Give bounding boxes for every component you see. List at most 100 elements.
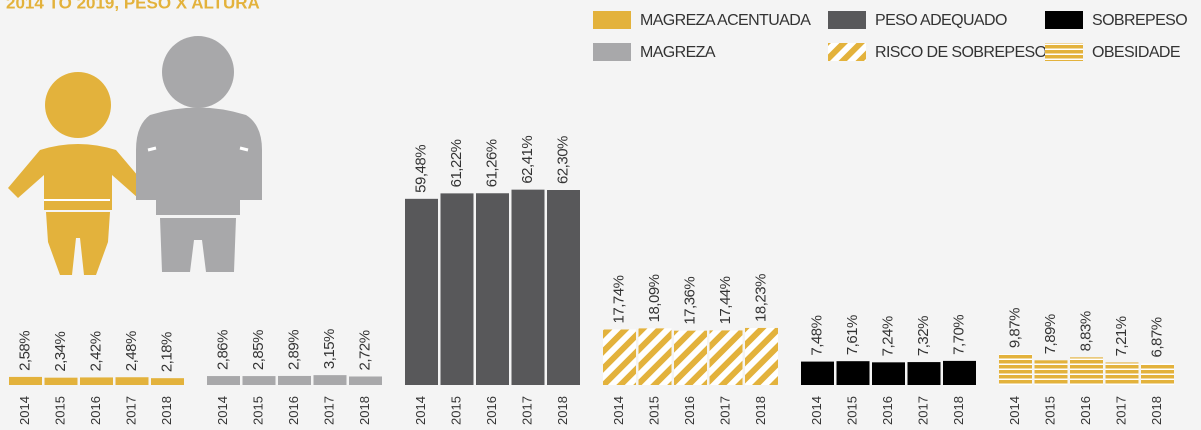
x-tick-label: 2015 (250, 396, 265, 425)
legend-label: OBESIDADE (1092, 44, 1180, 61)
value-label: 2,18% (158, 332, 175, 372)
value-label: 8,83% (1077, 311, 1094, 351)
bar (441, 193, 474, 385)
value-label: 7,70% (950, 315, 967, 355)
x-tick-label: 2016 (286, 396, 301, 425)
bar (1141, 363, 1174, 385)
value-label: 2,48% (123, 331, 140, 371)
x-tick-label: 2015 (448, 396, 463, 425)
legend-label: MAGREZA ACENTUADA (640, 12, 811, 29)
bar (908, 362, 941, 385)
x-tick-label: 2015 (1042, 396, 1057, 425)
legend-swatch (593, 11, 631, 29)
bar (116, 377, 149, 385)
x-tick-label: 2018 (159, 396, 174, 425)
x-tick-label: 2014 (611, 396, 626, 425)
legend-label: SOBREPESO (1092, 12, 1187, 29)
bar (9, 377, 42, 385)
x-tick-label: 2016 (682, 396, 697, 425)
x-tick-label: 2015 (844, 396, 859, 425)
bar (943, 361, 976, 385)
value-label: 59,48% (412, 145, 429, 193)
value-label: 61,22% (448, 139, 465, 187)
legend-swatch (1045, 43, 1083, 61)
bar (872, 362, 905, 385)
x-tick-label: 2014 (809, 396, 824, 425)
legend-swatch (593, 43, 631, 61)
bar (674, 331, 707, 385)
x-tick-label: 2015 (646, 396, 661, 425)
x-tick-label: 2014 (1007, 396, 1022, 425)
value-label: 18,23% (752, 274, 769, 322)
x-tick-label: 2018 (753, 396, 768, 425)
bar (278, 376, 311, 385)
bar (207, 376, 240, 385)
legend-label: MAGREZA (640, 44, 716, 61)
value-label: 2,85% (250, 330, 267, 370)
bar (151, 378, 184, 385)
child-icon (8, 72, 150, 275)
x-tick-label: 2017 (1113, 396, 1128, 425)
chart: 2014 TO 2019, PESO X ALTURA MAGREZA ACEN… (0, 0, 1201, 430)
legend-swatch (1045, 11, 1083, 29)
value-label: 7,32% (915, 316, 932, 356)
value-label: 7,21% (1113, 316, 1130, 356)
value-label: 62,30% (554, 136, 571, 184)
bar (405, 199, 438, 385)
chart-title: 2014 TO 2019, PESO X ALTURA (6, 0, 260, 12)
value-label: 3,15% (321, 329, 338, 369)
value-label: 2,58% (16, 331, 33, 371)
legend-swatch (828, 11, 866, 29)
legend-label: RISCO DE SOBREPESO (875, 44, 1047, 61)
x-tick-label: 2018 (951, 396, 966, 425)
bar (1035, 360, 1068, 385)
bar (547, 190, 580, 385)
bar (45, 378, 78, 385)
x-tick-label: 2016 (88, 396, 103, 425)
x-tick-label: 2016 (1078, 396, 1093, 425)
value-label: 7,89% (1042, 314, 1059, 354)
bar (243, 376, 276, 385)
x-tick-label: 2016 (880, 396, 895, 425)
value-label: 2,89% (285, 330, 302, 370)
x-tick-label: 2017 (519, 396, 534, 425)
x-tick-label: 2015 (52, 396, 67, 425)
value-label: 2,42% (87, 331, 104, 371)
x-tick-label: 2018 (357, 396, 372, 425)
bar (349, 376, 382, 385)
x-tick-label: 2018 (555, 396, 570, 425)
bar (80, 377, 113, 385)
value-label: 17,36% (681, 277, 698, 325)
x-tick-label: 2017 (915, 396, 930, 425)
x-tick-label: 2017 (123, 396, 138, 425)
value-label: 6,87% (1148, 317, 1165, 357)
value-label: 61,26% (483, 139, 500, 187)
legend-swatch (828, 43, 866, 61)
bar (639, 328, 672, 385)
x-tick-label: 2014 (413, 396, 428, 425)
bar (837, 361, 870, 385)
value-label: 2,86% (214, 330, 231, 370)
bar (1070, 357, 1103, 385)
x-tick-label: 2017 (321, 396, 336, 425)
value-label: 9,87% (1006, 308, 1023, 348)
bar (476, 193, 509, 385)
bar (314, 375, 347, 385)
bar (801, 362, 834, 385)
legend-label: PESO ADEQUADO (875, 12, 1007, 29)
x-tick-label: 2016 (484, 396, 499, 425)
bar (999, 354, 1032, 385)
bar (745, 328, 778, 385)
value-label: 7,61% (844, 315, 861, 355)
bar (512, 190, 545, 385)
bar (1106, 362, 1139, 385)
value-label: 2,34% (52, 331, 69, 371)
page: 2014 TO 2019, PESO X ALTURA MAGREZA ACEN… (0, 0, 1201, 430)
x-tick-label: 2018 (1149, 396, 1164, 425)
value-label: 7,48% (808, 315, 825, 355)
value-label: 62,41% (519, 136, 536, 184)
value-label: 18,09% (646, 274, 663, 322)
x-tick-label: 2017 (717, 396, 732, 425)
x-tick-label: 2014 (215, 396, 230, 425)
value-label: 17,74% (610, 275, 627, 323)
